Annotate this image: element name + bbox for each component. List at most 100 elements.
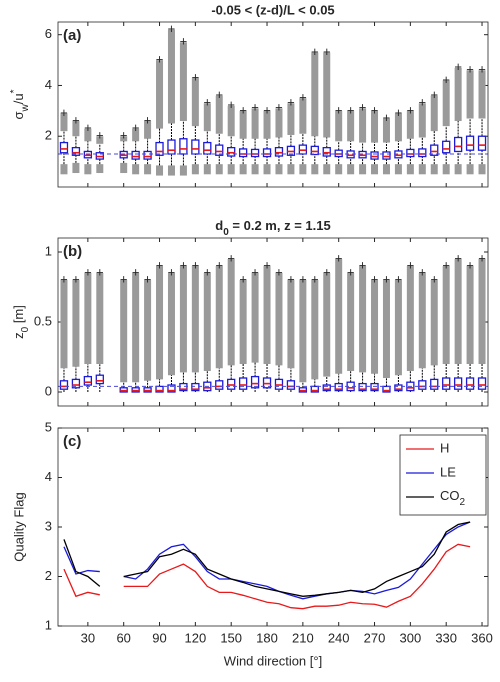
plot-frame — [57, 21, 489, 188]
text-part: /u — [11, 93, 26, 104]
box — [418, 148, 427, 158]
box — [370, 382, 379, 392]
box — [322, 147, 331, 157]
box — [465, 135, 475, 151]
line — [63, 521, 471, 597]
box — [238, 377, 248, 390]
outlier-max: + — [84, 120, 92, 135]
outlier-max: + — [84, 264, 92, 279]
outlier-max: + — [323, 264, 331, 279]
outlier-max: + — [263, 102, 271, 117]
line — [63, 521, 471, 600]
outlier-max: + — [383, 271, 391, 286]
x-tick-label: 60 — [116, 630, 130, 645]
box — [310, 145, 319, 156]
outlier-max: + — [227, 250, 235, 265]
x-axis-label: Wind direction [°] — [224, 653, 322, 668]
box — [59, 380, 69, 390]
outlier-max: + — [395, 271, 403, 286]
x-tick-label: 210 — [292, 630, 314, 645]
legend-label: LE — [440, 464, 456, 479]
y-tick-label: 6 — [45, 26, 52, 41]
box — [167, 139, 176, 155]
outlier-max: + — [168, 264, 176, 279]
y-tick-label: 0.5 — [34, 313, 52, 328]
x-tick-label: 30 — [81, 630, 95, 645]
outlier-max: + — [442, 72, 450, 87]
text-part: CO — [440, 488, 460, 503]
outlier-max: + — [192, 257, 200, 272]
outlier-max: + — [239, 271, 247, 286]
x-tick-label: 90 — [152, 630, 166, 645]
outlier-max: + — [347, 264, 355, 279]
y-tick-label: 4 — [45, 77, 52, 92]
box — [382, 385, 391, 393]
box — [71, 147, 81, 156]
x-tick-label: 240 — [328, 630, 350, 645]
outlier-max: + — [359, 257, 367, 272]
x-tick-label: 270 — [364, 630, 386, 645]
outlier-max: + — [72, 271, 80, 286]
outlier-max: + — [120, 128, 128, 143]
outlier-max: + — [275, 264, 283, 279]
y-tick-label: 1 — [45, 243, 52, 258]
box — [442, 140, 451, 154]
outlier-max: + — [371, 102, 379, 117]
text-part: w — [20, 103, 31, 112]
outlier-max: + — [466, 257, 474, 272]
plot-frame — [57, 427, 489, 627]
box — [59, 141, 69, 154]
box — [191, 139, 200, 155]
box — [286, 380, 296, 390]
y-tick-label: 1 — [45, 617, 52, 632]
box — [477, 377, 487, 390]
panel-title: d0 = 0.2 m, z = 1.15 — [215, 218, 330, 238]
outlier-max: + — [442, 257, 450, 272]
outlier-max: + — [239, 102, 247, 117]
outlier-max: + — [60, 105, 68, 120]
y-axis-label: z0 [m] — [11, 305, 31, 339]
outlier-max: + — [96, 264, 104, 279]
text-part: [m] — [11, 305, 26, 327]
outlier-max: + — [251, 100, 259, 115]
box — [155, 141, 164, 156]
panel-label: (a) — [63, 27, 81, 44]
outlier-max: + — [419, 95, 427, 110]
outlier-max: + — [275, 100, 283, 115]
box — [131, 150, 140, 160]
outlier-max: + — [227, 97, 235, 112]
outlier-max: + — [156, 257, 164, 272]
outlier-max: + — [407, 102, 415, 117]
outlier-max: + — [72, 112, 80, 127]
legend — [399, 434, 487, 516]
outlier-max: + — [263, 257, 271, 272]
box — [203, 141, 212, 155]
outlier-max: + — [371, 271, 379, 286]
legend-label: H — [440, 440, 449, 455]
box — [71, 378, 81, 389]
y-axis-label: σw/u* — [9, 89, 31, 119]
outlier-max: + — [311, 44, 319, 59]
outlier-max: + — [204, 95, 212, 110]
outlier-max: + — [168, 21, 176, 36]
text-part: z — [11, 332, 26, 339]
outlier-max: + — [466, 62, 474, 77]
panel-label: (b) — [63, 243, 82, 260]
outlier-max: + — [335, 102, 343, 117]
box — [274, 147, 284, 157]
outlier-max: + — [60, 271, 68, 286]
box — [382, 151, 391, 160]
outlier-max: + — [156, 52, 164, 67]
box — [83, 375, 93, 386]
x-tick-label: 360 — [471, 630, 493, 645]
box — [238, 148, 248, 158]
outlier-max: + — [347, 102, 355, 117]
outlier-max: + — [335, 250, 343, 265]
outlier-max: + — [120, 271, 128, 286]
box — [453, 377, 463, 390]
y-tick-label: 2 — [45, 568, 52, 583]
outlier-max: + — [180, 257, 188, 272]
outlier-max: + — [430, 87, 438, 102]
box — [418, 380, 427, 390]
box — [262, 148, 272, 158]
